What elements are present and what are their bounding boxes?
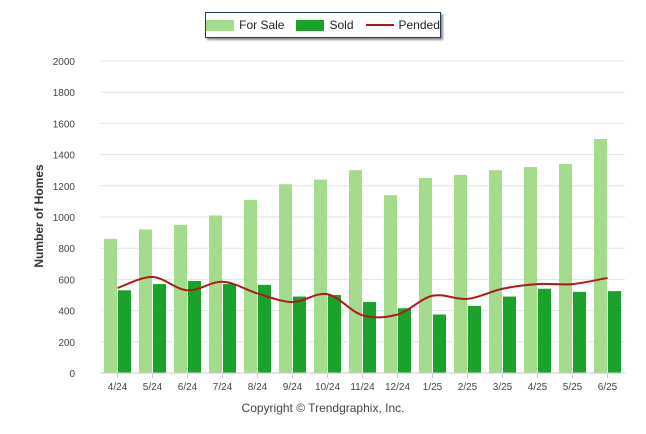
y-tick-label: 1600 xyxy=(53,119,76,130)
bar-sold xyxy=(573,291,586,373)
bar-sold xyxy=(153,284,166,373)
legend-label-pended: Pended xyxy=(398,18,440,32)
bar-sold xyxy=(468,305,481,373)
x-tick-label: 3/25 xyxy=(493,382,513,393)
legend-item-pended[interactable]: Pended xyxy=(365,18,440,32)
x-tick-label: 6/24 xyxy=(178,382,198,393)
y-tick-label: 1800 xyxy=(53,88,76,99)
bar-for-sale xyxy=(104,238,117,373)
bar-sold xyxy=(188,280,201,373)
x-tick-label: 5/24 xyxy=(143,382,163,393)
bar-for-sale xyxy=(384,195,397,373)
x-tick-label: 9/24 xyxy=(283,382,303,393)
bar-for-sale xyxy=(524,167,537,373)
legend-swatch-for-sale xyxy=(206,19,235,31)
grid-lines xyxy=(100,60,625,343)
legend: For Sale Sold Pended xyxy=(205,12,441,38)
legend-label-sold: Sold xyxy=(329,18,354,32)
x-tick-label: 8/24 xyxy=(248,382,268,393)
x-tick-label: 5/25 xyxy=(563,382,583,393)
x-tick-label: 11/24 xyxy=(350,382,375,393)
bar-sold xyxy=(398,308,411,373)
bar-for-sale xyxy=(419,178,432,373)
x-tick-label: 6/25 xyxy=(598,382,618,393)
x-tick-label: 4/25 xyxy=(528,382,548,393)
y-tick-label: 800 xyxy=(58,244,75,255)
bar-for-sale xyxy=(244,199,257,373)
bar-for-sale xyxy=(139,229,152,373)
copyright-credit: Copyright © Trendgraphix, Inc. xyxy=(241,401,405,415)
x-tick-label: 12/24 xyxy=(385,382,410,393)
bar-sold xyxy=(258,284,271,373)
bar-for-sale xyxy=(454,174,467,373)
legend-item-for-sale[interactable]: For Sale xyxy=(206,18,284,32)
y-tick-label: 600 xyxy=(58,275,75,286)
legend-label-for-sale: For Sale xyxy=(239,18,285,32)
bar-for-sale xyxy=(349,170,362,373)
bar-sold xyxy=(223,284,236,373)
bars xyxy=(104,139,621,373)
x-tick-label: 10/24 xyxy=(315,382,340,393)
x-tick-label: 1/25 xyxy=(423,382,443,393)
bar-sold xyxy=(328,295,341,373)
bar-for-sale xyxy=(594,139,607,373)
y-tick-label: 1000 xyxy=(53,213,76,224)
y-tick-label: 1400 xyxy=(53,151,76,162)
bar-sold xyxy=(433,314,446,373)
legend-swatch-pended xyxy=(365,24,394,26)
bar-for-sale xyxy=(559,163,572,373)
bar-sold xyxy=(538,288,551,373)
bar-for-sale xyxy=(314,179,327,373)
x-tick-label: 2/25 xyxy=(458,382,478,393)
pended-line-layer xyxy=(117,276,608,319)
y-tick-label: 200 xyxy=(58,338,75,349)
y-tick-label: 0 xyxy=(69,369,75,380)
legend-swatch-sold xyxy=(296,19,325,31)
bar-for-sale xyxy=(279,184,292,373)
y-tick-label: 2000 xyxy=(53,57,76,68)
legend-item-sold[interactable]: Sold xyxy=(296,18,354,32)
y-tick-label: 1200 xyxy=(53,182,76,193)
bar-for-sale xyxy=(489,170,502,373)
y-axis-title: Number of Homes xyxy=(32,164,46,268)
bar-sold xyxy=(118,290,131,373)
x-tick-label: 7/24 xyxy=(213,382,233,393)
bar-for-sale xyxy=(174,224,187,373)
bar-sold xyxy=(503,296,516,373)
pended-line xyxy=(117,276,608,319)
x-tick-label: 4/24 xyxy=(108,382,128,393)
bar-for-sale xyxy=(209,215,222,373)
axes: 0 200 400 600 800 1000 1200 1400 1600 1800 2000 4/2… xyxy=(53,57,625,393)
bar-sold xyxy=(293,296,306,373)
bar-sold xyxy=(363,302,376,373)
bar-sold xyxy=(608,291,621,373)
y-tick-label: 400 xyxy=(58,307,75,318)
